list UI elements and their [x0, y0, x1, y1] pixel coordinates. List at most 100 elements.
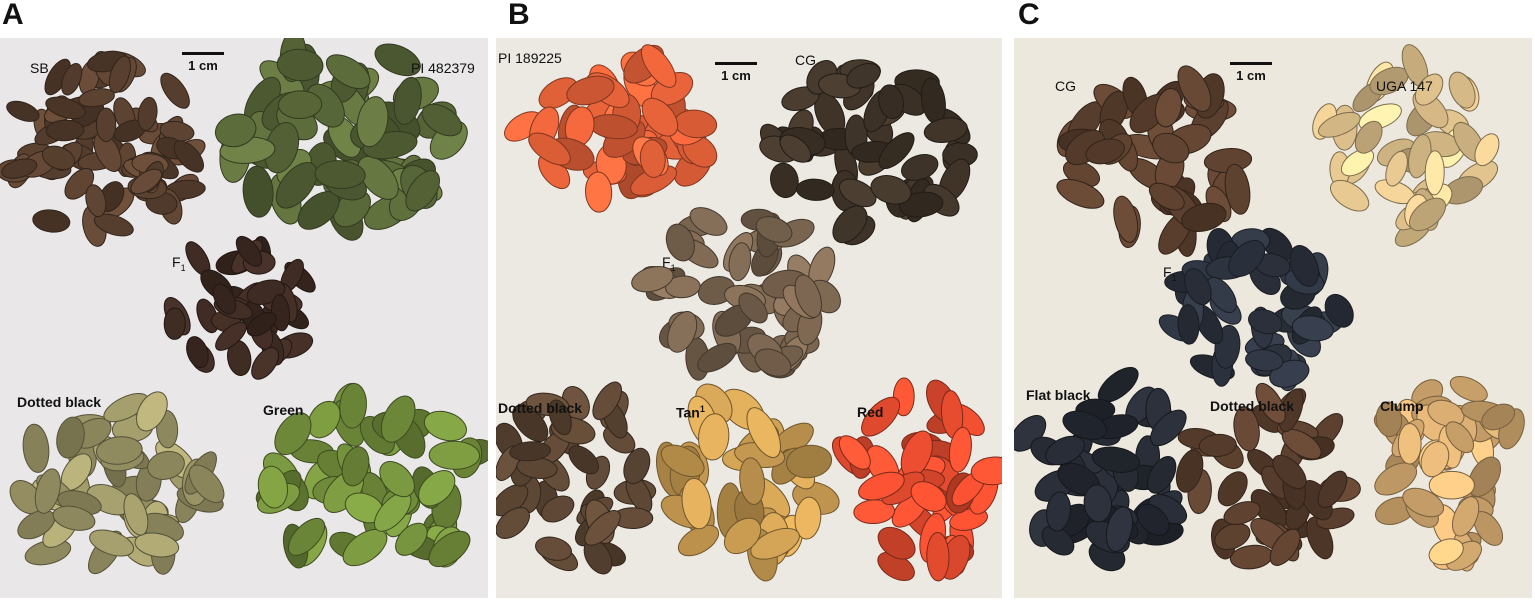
dotted-black-a-seed	[95, 436, 143, 465]
flat-black-seed	[1105, 506, 1133, 552]
uga-147-seed	[1354, 120, 1383, 154]
dotted-black-b-seed	[512, 404, 549, 443]
f1-b-seed	[794, 274, 823, 318]
flat-black-seed	[1045, 435, 1085, 466]
uga-147-seed	[1448, 71, 1476, 109]
flat-black-seed	[1041, 525, 1075, 556]
photo-panel-c	[1014, 38, 1532, 598]
tan-seed	[785, 444, 833, 479]
green-seed	[428, 530, 471, 568]
clump-seed	[1428, 538, 1464, 566]
scale-bar-a: 1 cm	[173, 52, 233, 75]
f1-a-seed	[246, 311, 277, 337]
f1-a-seed	[186, 336, 209, 369]
red-seed	[861, 396, 901, 437]
tan-seed	[698, 413, 730, 461]
cg-b-seed	[838, 178, 877, 208]
cg-c-seed	[1148, 182, 1185, 211]
cg-b-seed	[923, 117, 968, 143]
dotted-black-c-seed	[1198, 433, 1237, 457]
label-f1-c: F1	[1163, 264, 1177, 283]
f1-c-seed	[1228, 240, 1266, 277]
sb-seed	[78, 88, 115, 108]
pi-189225-seed	[584, 171, 613, 213]
panel-letter-c: C	[1018, 0, 1040, 31]
tan-seed	[750, 527, 800, 560]
dotted-black-b-seed	[548, 399, 572, 436]
tan-seed	[739, 457, 765, 505]
green-seed	[274, 412, 312, 456]
dotted-black-c-seed	[1175, 449, 1204, 493]
f1-c-seed	[1324, 293, 1354, 328]
pi-482379-seed	[405, 170, 441, 212]
flat-black-seed	[1062, 410, 1108, 440]
label-flat-black: Flat black	[1026, 387, 1091, 403]
dotted-black-b-seed	[592, 381, 622, 421]
sb-seed	[137, 96, 158, 131]
dotted-black-a-seed	[22, 423, 50, 473]
pi-482379-seed	[374, 43, 421, 77]
sb-seed	[85, 184, 107, 218]
pi-482379-seed	[314, 160, 366, 190]
pi-189225-seed	[528, 132, 571, 166]
f1-b-seed	[697, 342, 737, 373]
dotted-black-c-seed	[1255, 382, 1286, 424]
pi-482379-seed	[393, 76, 422, 125]
red-seed	[970, 456, 1002, 486]
photo-panel-b	[496, 38, 1002, 598]
dotted-black-c-seed	[1281, 428, 1322, 460]
red-seed	[877, 526, 916, 560]
f1-b-seed	[728, 242, 752, 282]
green-seed	[418, 470, 456, 507]
uga-147-seed	[1414, 73, 1444, 106]
green-seed	[341, 446, 370, 487]
f1-c-seed	[1177, 304, 1200, 345]
cg-c-seed	[1224, 163, 1251, 215]
f1-b-seed	[738, 292, 768, 324]
f1-c-seed	[1248, 309, 1283, 335]
flat-black-seed	[1046, 491, 1071, 532]
pi-482379-seed	[325, 54, 371, 90]
tan-seed	[681, 477, 712, 530]
green-seed	[380, 395, 416, 443]
sb-seed	[61, 62, 83, 96]
red-seed	[858, 471, 905, 501]
cg-b-seed	[796, 178, 835, 201]
sb-seed	[130, 168, 163, 195]
scale-bar-b: 1 cm	[706, 62, 766, 85]
scale-bar-c: 1 cm	[1221, 62, 1281, 85]
tan-seed	[660, 444, 705, 478]
clump-seed	[1427, 399, 1465, 427]
uga-147-seed	[1424, 150, 1445, 196]
label-sb: SB	[30, 60, 49, 76]
flat-black-seed	[1083, 484, 1112, 523]
cg-c-seed	[1152, 132, 1190, 164]
pi-482379-seed	[357, 155, 399, 200]
dotted-black-b-seed	[568, 445, 599, 475]
dotted-black-c-seed	[1250, 489, 1288, 529]
dotted-black-a-seed	[188, 464, 225, 504]
dotted-black-a-seed	[34, 468, 61, 514]
clump-seed	[1445, 421, 1475, 454]
pi-189225-seed	[639, 139, 666, 178]
cg-c-seed	[1056, 178, 1105, 209]
cg-b-seed	[779, 134, 812, 163]
f1-a-seed	[215, 321, 247, 351]
label-dotted-black-a: Dotted black	[17, 394, 102, 410]
dotted-black-c-seed	[1223, 501, 1261, 525]
pi-482379-seed	[242, 165, 274, 218]
f1-b-seed	[755, 216, 793, 243]
green-seed	[307, 400, 341, 439]
uga-147-seed	[1340, 148, 1375, 177]
red-seed	[948, 426, 972, 473]
f1-a-seed	[251, 347, 280, 380]
label-f1-b: F1	[662, 254, 676, 273]
pi-482379-seed	[214, 113, 257, 148]
pi-189225-seed	[566, 75, 615, 106]
green-seed	[257, 465, 288, 509]
tan-seed	[746, 407, 781, 459]
label-dotted-black-c: Dotted black	[1210, 398, 1295, 414]
dotted-black-a-seed	[134, 532, 180, 558]
clump-seed	[1374, 462, 1418, 496]
green-seed	[339, 382, 367, 429]
